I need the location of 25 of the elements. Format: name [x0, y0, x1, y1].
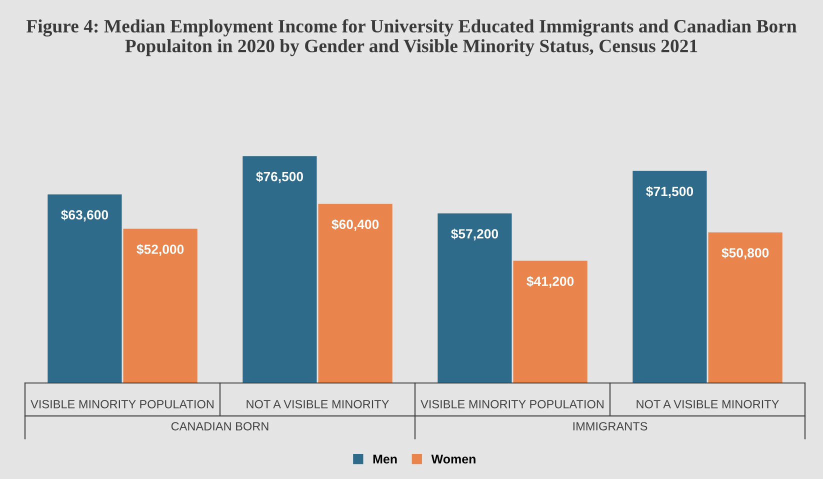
data-label: $71,500: [646, 186, 694, 198]
x-tick-label: NOT A VISIBLE MINORITY: [246, 400, 389, 408]
data-label: $57,200: [451, 228, 498, 240]
bar: [123, 228, 198, 383]
x-tick-label: VISIBLE MINORITY POPULATION: [30, 400, 214, 408]
x-tick-label: VISIBLE MINORITY POPULATION: [420, 400, 604, 408]
text: IMMIGRANTS: [573, 422, 648, 430]
x-tick-label: NOT A VISIBLE MINORITY: [636, 400, 779, 408]
data-label: $60,400: [332, 219, 379, 231]
data-label: $41,200: [526, 276, 574, 288]
bar: [632, 170, 707, 383]
bar: [438, 213, 512, 383]
chart-title: Figure 4: Median Employment Income for University Educated Immigrants and Canadian Born Populaiton in 2020 by Gender and Visible Minority Status, Census 2021: [26, 19, 797, 56]
bar: [242, 156, 317, 383]
bar: [513, 260, 588, 383]
data-label: $76,500: [256, 171, 304, 184]
data-label: $52,000: [136, 244, 184, 256]
legend-label: Men: [373, 454, 397, 464]
data-label: $50,800: [722, 248, 769, 260]
legend-label: Women: [431, 454, 476, 464]
bar: [318, 204, 392, 383]
bar: [708, 232, 782, 383]
bar: [48, 194, 122, 383]
text: CANADIAN BORN: [171, 422, 268, 430]
data-label: $63,600: [61, 210, 108, 222]
